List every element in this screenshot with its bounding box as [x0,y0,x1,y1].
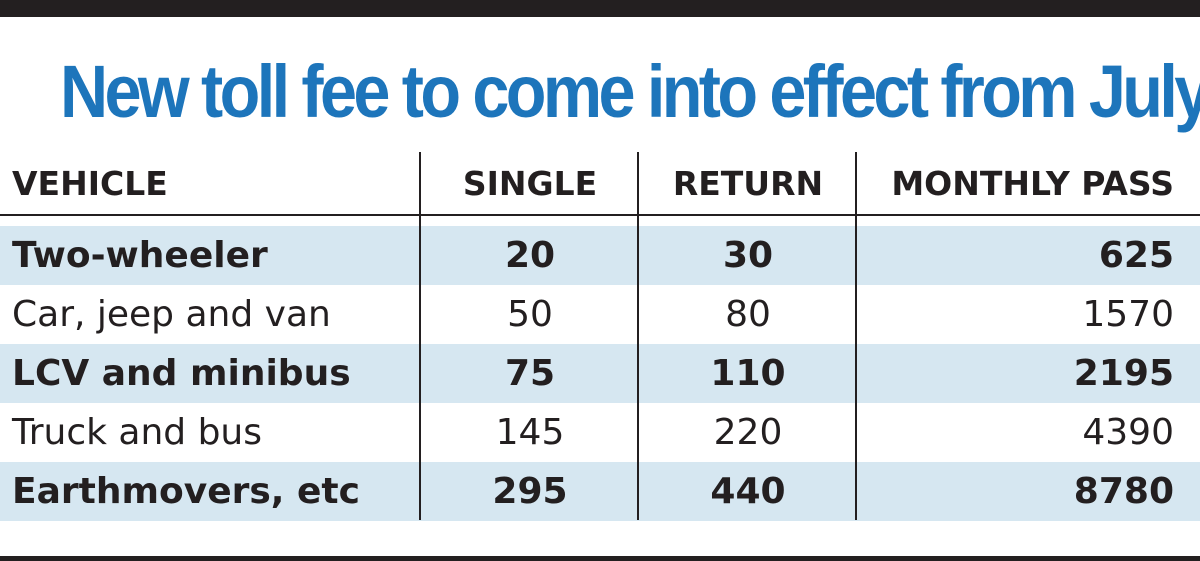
vehicle-cell: Earthmovers, etc [12,471,360,512]
column-divider [637,152,639,520]
toll-table: VEHICLE SINGLE RETURN MONTHLY PASS Two-w… [0,152,1200,521]
column-header-single: SINGLE [462,163,598,203]
monthly-pass-cell: 4390 [1082,412,1174,453]
return-cell: 220 [713,412,783,453]
column-divider [419,152,421,520]
monthly-pass-cell: 1570 [1082,294,1174,335]
vehicle-cell: Two-wheeler [12,235,268,276]
table-row: LCV and minibus 75 110 2195 [0,344,1200,403]
vehicle-cell: LCV and minibus [12,353,351,394]
column-header-return: RETURN [672,163,824,203]
column-divider [855,152,857,520]
table-row: Earthmovers, etc 295 440 8780 [0,462,1200,521]
return-cell: 80 [725,294,771,335]
column-header-monthly-pass: MONTHLY PASS [891,163,1174,203]
table-row: Two-wheeler 20 30 625 [0,226,1200,285]
monthly-pass-cell: 625 [1098,235,1174,276]
column-header-vehicle: VEHICLE [12,163,168,203]
return-cell: 30 [722,235,774,276]
top-rule [0,0,1200,17]
single-cell: 20 [504,235,556,276]
single-cell: 50 [507,294,553,335]
table-row: Truck and bus 145 220 4390 [0,403,1200,462]
return-cell: 440 [710,471,786,512]
monthly-pass-cell: 2195 [1073,353,1174,394]
monthly-pass-cell: 8780 [1073,471,1174,512]
bottom-rule [0,556,1200,561]
header-row: VEHICLE SINGLE RETURN MONTHLY PASS [0,152,1200,216]
chart-title: New toll fee to come into effect from Ju… [60,50,1200,133]
vehicle-cell: Car, jeep and van [12,294,331,335]
table-row: Car, jeep and van 50 80 1570 [0,285,1200,344]
vehicle-cell: Truck and bus [12,412,262,453]
single-cell: 295 [492,471,568,512]
single-cell: 75 [504,353,556,394]
single-cell: 145 [495,412,565,453]
return-cell: 110 [710,353,786,394]
